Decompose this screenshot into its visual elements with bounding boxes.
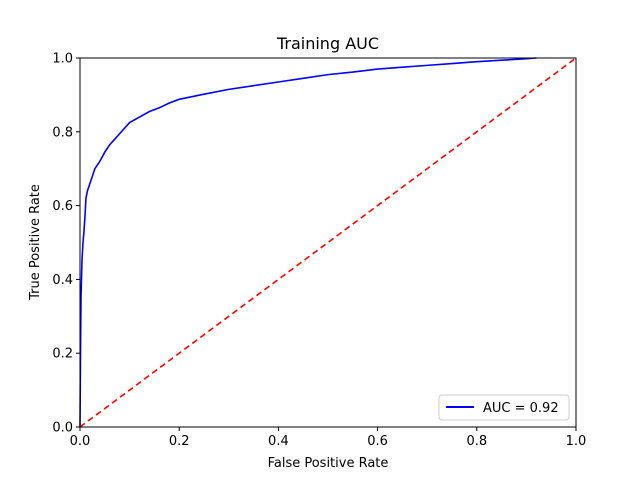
x-tick-label: 0.2 — [169, 434, 190, 449]
y-tick-label: 0.4 — [52, 273, 73, 288]
legend-label: AUC = 0.92 — [483, 401, 559, 416]
chart-title: Training AUC — [276, 34, 379, 53]
plot-lines — [79, 57, 577, 428]
x-tick-label: 0.8 — [466, 434, 487, 449]
x-tick-label: 0.6 — [367, 434, 388, 449]
x-tick-label: 0.0 — [70, 434, 91, 449]
legend: AUC = 0.92 — [438, 394, 570, 421]
y-tick-label: 0.2 — [52, 347, 73, 362]
x-axis-label: False Positive Rate — [268, 456, 389, 471]
chance-diagonal — [79, 57, 577, 428]
y-tick-label: 1.0 — [52, 52, 73, 67]
plot-frame — [79, 57, 577, 428]
x-axis-ticks: 0.0 0.2 0.4 0.6 0.8 1.0 — [70, 427, 587, 449]
y-axis-ticks: 0.0 0.2 0.4 0.6 0.8 1.0 — [52, 52, 80, 436]
roc-curve — [79, 57, 537, 428]
x-tick-label: 1.0 — [566, 434, 587, 449]
y-tick-label: 0.8 — [52, 125, 73, 140]
x-tick-label: 0.4 — [268, 434, 289, 449]
y-tick-label: 0.0 — [52, 421, 73, 436]
legend-box — [438, 394, 570, 421]
y-axis-label: True Positive Rate — [28, 184, 43, 301]
y-tick-label: 0.6 — [52, 199, 73, 214]
